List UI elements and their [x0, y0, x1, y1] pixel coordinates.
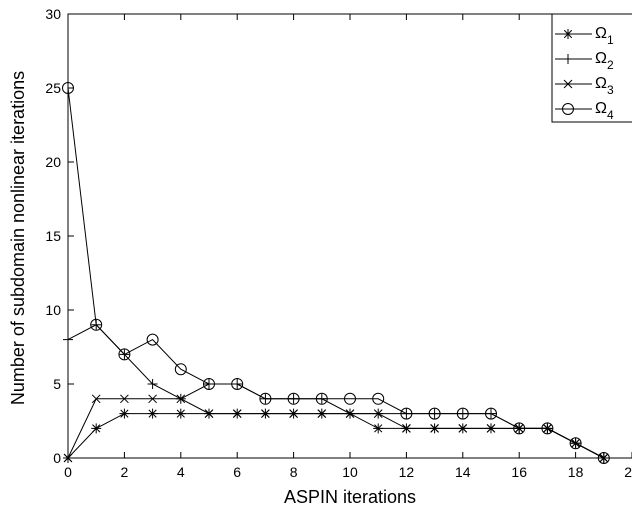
y-tick-label: 20	[45, 154, 61, 170]
series-omega-1	[63, 409, 609, 463]
x-tick-label: 0	[64, 464, 72, 480]
series-omega-2	[63, 320, 609, 463]
y-tick-label: 0	[53, 450, 61, 466]
legend-subscript: 2	[607, 58, 614, 72]
y-tick-label: 10	[45, 302, 61, 318]
data-point	[63, 335, 73, 345]
plot-frame	[68, 14, 632, 458]
y-tick-label: 25	[45, 80, 61, 96]
x-tick-label: 12	[399, 464, 415, 480]
data-point	[148, 409, 158, 419]
data-point	[91, 423, 101, 433]
data-point	[176, 409, 186, 419]
x-tick-label: 14	[455, 464, 471, 480]
series-line	[68, 325, 604, 458]
y-tick-label: 5	[53, 376, 61, 392]
x-tick-label: 8	[290, 464, 298, 480]
series-layer	[63, 83, 610, 464]
axes: 02468101214161820051015202530	[45, 6, 632, 480]
series-line	[68, 414, 604, 458]
data-point	[119, 409, 129, 419]
legend-subscript: 3	[607, 83, 614, 97]
x-tick-label: 4	[177, 464, 185, 480]
x-tick-label: 10	[342, 464, 358, 480]
x-tick-label: 18	[568, 464, 584, 480]
x-axis-label: ASPIN iterations	[284, 487, 416, 507]
y-tick-label: 15	[45, 228, 61, 244]
y-axis-label: Number of subdomain nonlinear iterations	[8, 71, 28, 405]
x-tick-label: 2	[121, 464, 129, 480]
legend-subscript: 4	[607, 108, 614, 122]
x-tick-label: 6	[233, 464, 241, 480]
legend-marker	[563, 29, 573, 39]
x-tick-label: 20	[624, 464, 632, 480]
y-tick-label: 30	[45, 6, 61, 22]
x-tick-label: 16	[511, 464, 527, 480]
legend-subscript: 1	[607, 33, 614, 47]
data-point	[373, 423, 383, 433]
